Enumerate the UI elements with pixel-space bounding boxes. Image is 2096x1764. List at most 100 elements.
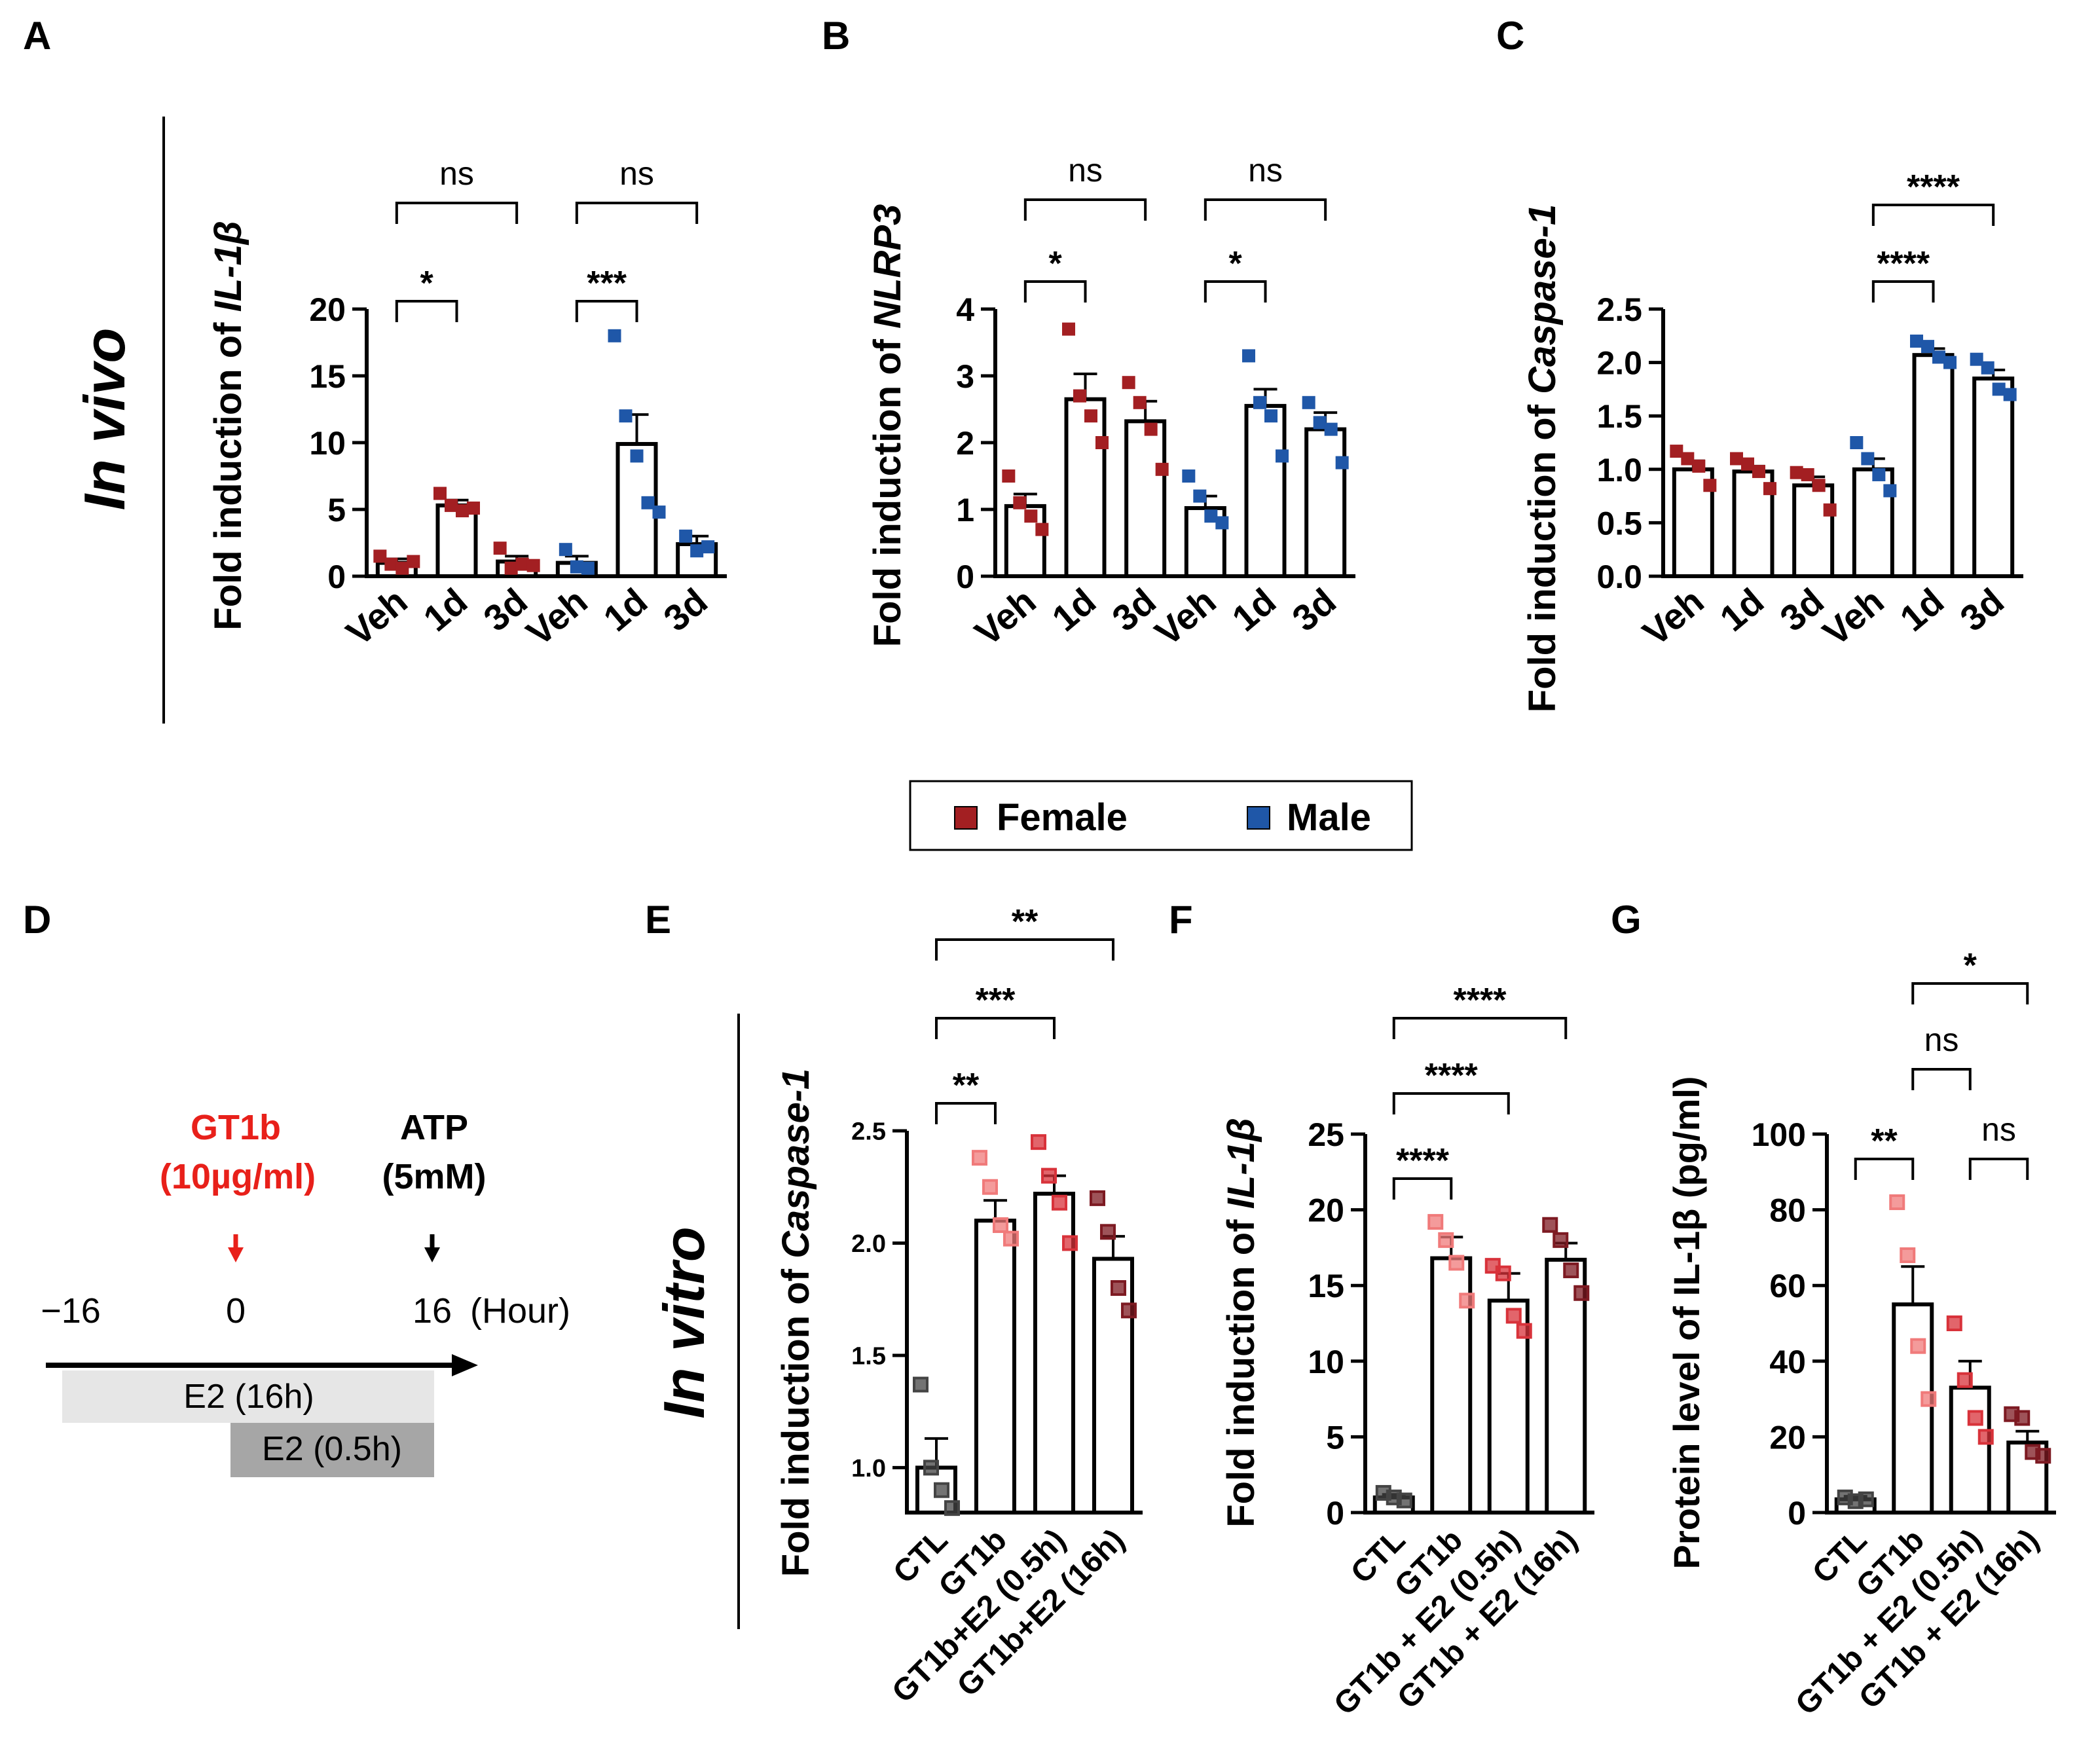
bracket-label: ns: [1068, 152, 1103, 189]
data-point: [1921, 340, 1934, 354]
data-point: [1801, 468, 1814, 481]
bracket-label: **: [953, 1067, 980, 1105]
y-tick-label: 4: [956, 291, 974, 328]
y-tick-label: 80: [1769, 1192, 1806, 1229]
data-point: [384, 557, 398, 571]
y-tick-label: 0: [327, 559, 346, 595]
significance-bracket: ns: [395, 155, 519, 224]
significance-bracket: ****: [1392, 982, 1568, 1039]
data-point: [1041, 1167, 1057, 1184]
data-point: [1204, 509, 1218, 523]
data-point: [1427, 1214, 1444, 1230]
data-point: [1957, 1372, 1973, 1388]
axes: 0 1 2 3 4: [956, 291, 1355, 595]
data-point: [1563, 1262, 1579, 1279]
bar: [1912, 353, 1955, 579]
data-point: [1002, 469, 1016, 483]
data-point: [1889, 1194, 1905, 1211]
x-tick-label: 1d: [1044, 580, 1104, 639]
data-point: [913, 1376, 928, 1393]
bracket-label: ns: [1924, 1021, 1959, 1058]
bracket-line: [1392, 1017, 1568, 1039]
data-point: [1495, 1265, 1511, 1281]
legend: Female Male: [909, 780, 1413, 851]
data-point: [972, 1150, 987, 1166]
x-tick-label: 1d: [1224, 580, 1284, 639]
bracket-label: ****: [1907, 168, 1960, 206]
data-point: [1542, 1217, 1558, 1233]
significance-bracket: **: [1854, 1122, 1915, 1180]
data-point: [1144, 422, 1158, 436]
data-point: [407, 555, 420, 568]
y-tick-label: 100: [1752, 1116, 1806, 1153]
data-point: [1035, 523, 1049, 536]
data-point: [1013, 496, 1027, 509]
data-point: [2003, 388, 2017, 401]
y-tick-label: 2.5: [1596, 291, 1642, 328]
bracket-label: **: [1012, 903, 1039, 941]
data-point: [1763, 482, 1776, 496]
y-tick-label: 20: [1769, 1419, 1806, 1456]
data-point: [1981, 361, 1995, 375]
data-point: [395, 561, 409, 575]
bracket-line: [575, 300, 638, 322]
data-point: [581, 561, 595, 575]
data-point: [2035, 1448, 2051, 1464]
data-point: [1242, 349, 1255, 363]
y-axis-label-text: Fold induction of: [866, 329, 909, 647]
time-unit: (Hour): [470, 1291, 570, 1331]
significance-bracket: ns: [1968, 1111, 2029, 1180]
data-point: [944, 1500, 960, 1516]
data-point: [559, 543, 572, 557]
significance-bracket: ****: [1871, 168, 1995, 226]
y-axis-label-gene: NLRP3: [866, 204, 909, 329]
y-tick-label: 2.0: [851, 1230, 886, 1258]
bracket-label: ****: [1396, 1142, 1450, 1180]
x-tick-label: 3d: [1284, 580, 1344, 639]
data-point: [1790, 466, 1803, 479]
y-tick-label: 5: [327, 492, 346, 528]
x-tick-label: Veh: [1815, 580, 1892, 653]
bracket-label: ***: [587, 265, 627, 303]
data-point: [1812, 479, 1826, 492]
legend-male-swatch: [1247, 806, 1270, 830]
data-point: [1946, 1315, 1962, 1331]
y-tick-label: 0.0: [1596, 559, 1642, 595]
significance-bracket: ****: [1392, 1057, 1510, 1114]
data-point: [1090, 1190, 1105, 1206]
data-point: [467, 501, 480, 515]
bracket-label: *: [420, 265, 434, 303]
data-point: [433, 487, 447, 500]
x-tick-label: 3d: [655, 580, 715, 639]
data-point: [934, 1482, 949, 1498]
y-tick-label: 1.5: [1596, 398, 1642, 435]
e2-16h-label: E2 (16h): [183, 1378, 314, 1416]
y-axis-label: Fold induction of Caspase-1: [1521, 204, 1564, 713]
data-point: [1730, 452, 1743, 466]
bracket-label: **: [1871, 1122, 1898, 1160]
data-point: [1448, 1255, 1465, 1271]
panel-letter-B: B: [822, 14, 850, 58]
bracket-label: *: [1964, 947, 1977, 985]
y-axis-label-gene: IL-1β: [1220, 1118, 1262, 1209]
data-point: [1516, 1323, 1532, 1339]
bar: [1124, 419, 1167, 578]
data-point: [1100, 1224, 1116, 1240]
data-point: [1052, 1194, 1067, 1211]
data-point: [1910, 1338, 1926, 1354]
significance-bracket: ns: [1023, 152, 1147, 221]
data-point: [445, 498, 458, 512]
data-point: [982, 1179, 998, 1195]
significance-bracket: *: [1911, 947, 2029, 1004]
data-point: [679, 529, 693, 543]
y-axis-label-text: Fold induction of: [1220, 1209, 1262, 1527]
legend-female-swatch: [954, 806, 978, 830]
y-tick-label: 1.0: [1596, 452, 1642, 488]
data-point: [1573, 1285, 1590, 1301]
data-point: [619, 409, 633, 423]
panel-letter-D: D: [23, 898, 51, 942]
bracket-label: ***: [976, 982, 1016, 1020]
